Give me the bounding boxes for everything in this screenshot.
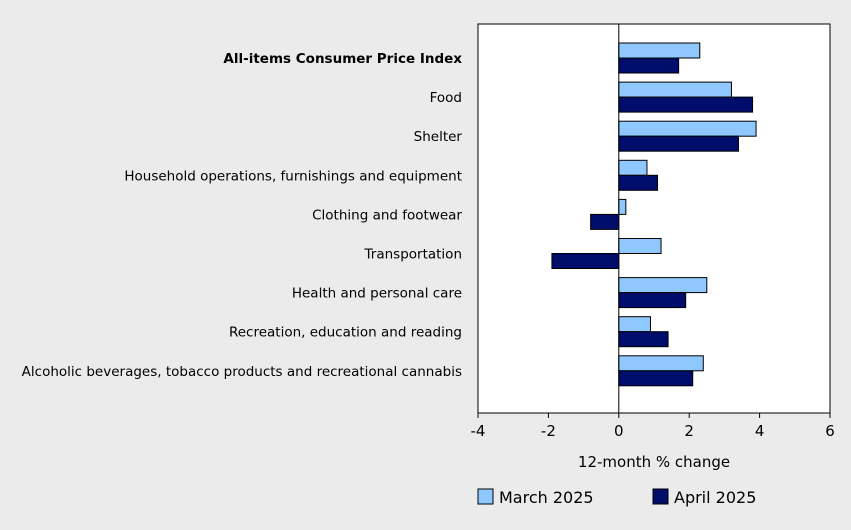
bar-march-3 [618,159,648,176]
category-label-5: Transportation [364,247,462,263]
bar-april-7 [618,331,669,348]
x-tick-label-0: -4 [471,422,486,440]
bar-april-3 [618,174,659,191]
x-tick-label-3: 2 [684,422,694,440]
x-tick-label-4: 4 [755,422,765,440]
bar-april-0 [618,57,680,74]
bar-march-0 [618,42,701,59]
bar-march-7 [618,316,651,333]
category-label-8: Alcoholic beverages, tobacco products an… [22,364,462,380]
category-label-6: Health and personal care [292,286,462,302]
bar-april-8 [618,370,694,387]
legend-label-1: April 2025 [674,488,756,507]
category-label-1: Food [430,90,462,106]
category-label-7: Recreation, education and reading [229,325,462,341]
bar-march-5 [618,238,662,254]
bar-april-1 [618,96,754,113]
bar-march-8 [618,355,704,372]
bar-march-1 [618,81,732,98]
bar-april-2 [618,135,739,152]
legend-swatch-1 [652,488,669,505]
bar-march-4 [618,198,627,215]
x-tick-label-2: 0 [614,422,624,440]
x-axis-title: 12-month % change [578,453,730,471]
legend-label-0: March 2025 [499,488,594,507]
category-label-2: Shelter [414,129,463,145]
x-tick-label-1: -2 [541,422,556,440]
category-label-4: Clothing and footwear [312,207,462,223]
bar-april-4 [590,213,620,230]
bar-march-6 [618,277,708,294]
bar-april-5 [551,253,620,269]
category-label-0: All-items Consumer Price Index [223,51,462,67]
legend-swatch-0 [477,488,494,505]
bar-march-2 [618,120,757,137]
x-tick-label-5: 6 [825,422,835,440]
bar-april-6 [618,292,687,309]
category-label-3: Household operations, furnishings and eq… [124,168,462,184]
